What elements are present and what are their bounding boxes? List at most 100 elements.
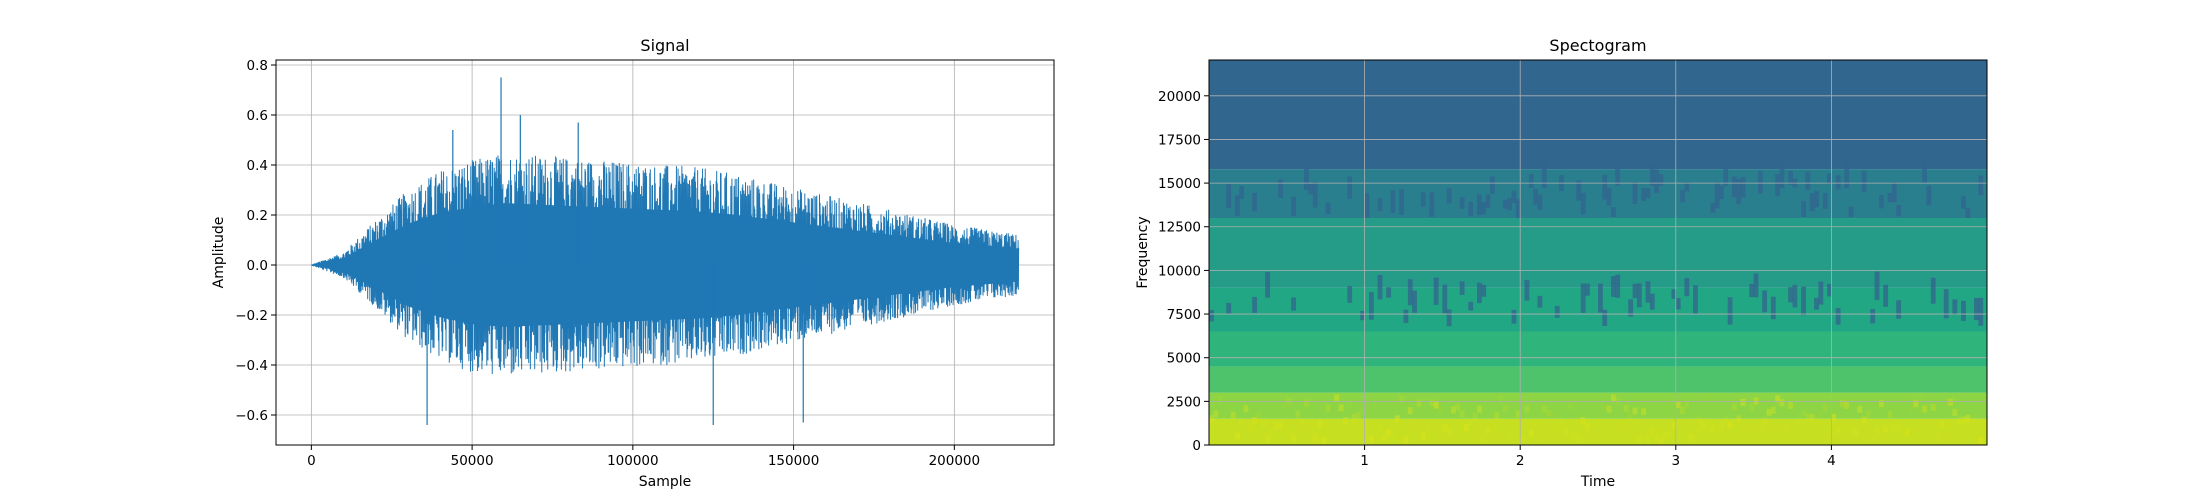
spectrogram-texture [1459,281,1465,295]
spectrogram-texture [1684,182,1690,192]
signal-y-tick-label: −0.4 [235,358,268,374]
spectrogram-texture [1511,190,1517,204]
spectrogram-texture [1412,290,1417,313]
spectrogram-band [1209,331,1987,367]
spectrogram-texture [1239,416,1245,424]
spectrogram-texture [1537,435,1543,443]
spectrogram-y-tick-label: 0 [1192,438,1201,454]
spectrogram-texture [1217,395,1223,403]
signal-y-tick-label: −0.2 [235,308,268,324]
spectrogram-texture [1891,423,1897,431]
signal-x-tick-label: 150000 [768,453,820,469]
spectrogram-texture [1265,435,1271,443]
spectrogram-texture [1399,395,1404,403]
spectrogram-texture [1883,284,1889,307]
spectrogram-texture [1342,417,1348,425]
spectrogram-texture [1368,435,1374,443]
spectrogram-texture [1848,206,1854,218]
spectrogram-texture [1788,171,1793,185]
spectrogram-texture [1572,431,1577,439]
spectrogram-texture [1537,194,1543,210]
spectrogram-texture [1632,407,1638,415]
spectrogram-texture [1580,417,1586,425]
signal-y-tick-label: 0.0 [247,258,268,274]
spectrogram-texture [1585,283,1590,296]
spectrogram-texture [1649,164,1655,186]
spectrogram-texture [1744,428,1750,436]
spectrogram-texture [1546,409,1551,417]
spectrogram-texture [1693,285,1698,314]
spectrogram-texture [1930,403,1936,411]
spectrogram-texture [1874,427,1880,435]
spectrogram-y-tick-label: 2500 [1167,394,1201,410]
spectrogram-texture [1883,425,1889,433]
spectrogram-texture [1520,434,1526,442]
spectrogram-texture [1464,423,1469,431]
spectrogram-texture [1896,205,1902,217]
spectrogram-y-tick-label: 12500 [1158,220,1201,236]
spectrogram-texture [1291,434,1296,442]
spectrogram-texture [1727,421,1733,429]
spectrogram-texture [1278,179,1283,198]
spectrogram-texture [1481,201,1487,215]
spectrogram-texture [1697,416,1703,424]
spectrogram-band [1209,366,1987,393]
spectrogram-texture [1827,283,1832,297]
spectrogram-texture [1740,176,1746,198]
spectrogram-texture [1576,435,1582,443]
spectrogram-texture [1412,420,1417,428]
spectrogram-texture [1645,436,1651,444]
spectrogram-texture [1537,295,1543,308]
spectrogram-texture [1840,399,1845,407]
spectrogram-texture [1684,278,1690,297]
spectrogram-texture [1667,430,1672,438]
spectrogram-texture [1360,405,1366,413]
spectrogram-texture [1848,421,1854,429]
spectrogram-texture [1715,421,1720,428]
spectrogram-texture [1775,395,1781,403]
spectrogram-texture [1377,198,1383,212]
spectrogram-texture [1420,432,1426,440]
spectrogram-texture [1649,293,1655,310]
spectrogram-texture [1619,418,1625,426]
spectrogram-texture [1926,418,1932,426]
spectrogram-texture [1615,274,1621,298]
spectrogram-texture [1757,426,1763,434]
spectrogram-texture [1226,184,1232,209]
spectrogram-texture [1762,417,1768,425]
spectrogram-texture [1234,432,1240,440]
spectrogram-y-ticks: 0 2500 5000 7500 10000 12500 15000 17500 20000 [1158,89,1209,454]
spectrogram-y-tick-label: 5000 [1167,351,1201,367]
spectrogram-band [1209,218,1987,288]
spectrogram-texture [1234,195,1240,216]
spectrogram-texture [1459,409,1465,417]
spectrogram-texture [1485,426,1491,434]
spectrogram-texture [1827,415,1832,423]
spectrogram-texture [1961,300,1966,322]
spectrogram-texture [1308,184,1314,195]
spectrogram-texture [1658,437,1664,445]
spectrogram-texture [1615,168,1621,186]
spectrogram-y-axis-label: Frequency [1135,216,1151,288]
spectrogram-texture [1347,285,1353,303]
spectrogram-texture [1226,403,1231,410]
spectrogram-texture [1874,271,1880,300]
spectrogram-texture [1533,418,1538,426]
spectrogram-x-tick-label: 4 [1827,453,1836,469]
signal-x-axis-label: Sample [639,474,692,490]
spectrogram-texture [1857,405,1863,413]
spectrogram-gridlines [1209,60,1987,446]
spectrogram-texture [1723,416,1729,424]
spectrogram-texture [1982,419,1987,427]
signal-x-tick-label: 0 [307,453,316,469]
spectrogram-texture [1512,406,1517,413]
spectrogram-texture [1589,435,1595,443]
spectrogram-texture [1930,277,1936,304]
signal-y-tick-label: 0.2 [247,208,268,224]
spectrogram-y-tick-label: 20000 [1158,89,1201,105]
spectrogram-texture [1209,309,1214,322]
spectrogram-texture [1455,403,1461,411]
spectrogram-texture [1753,273,1759,298]
spectrogram-y-tick-label: 10000 [1158,263,1201,279]
spectrogram-texture [1295,410,1301,418]
